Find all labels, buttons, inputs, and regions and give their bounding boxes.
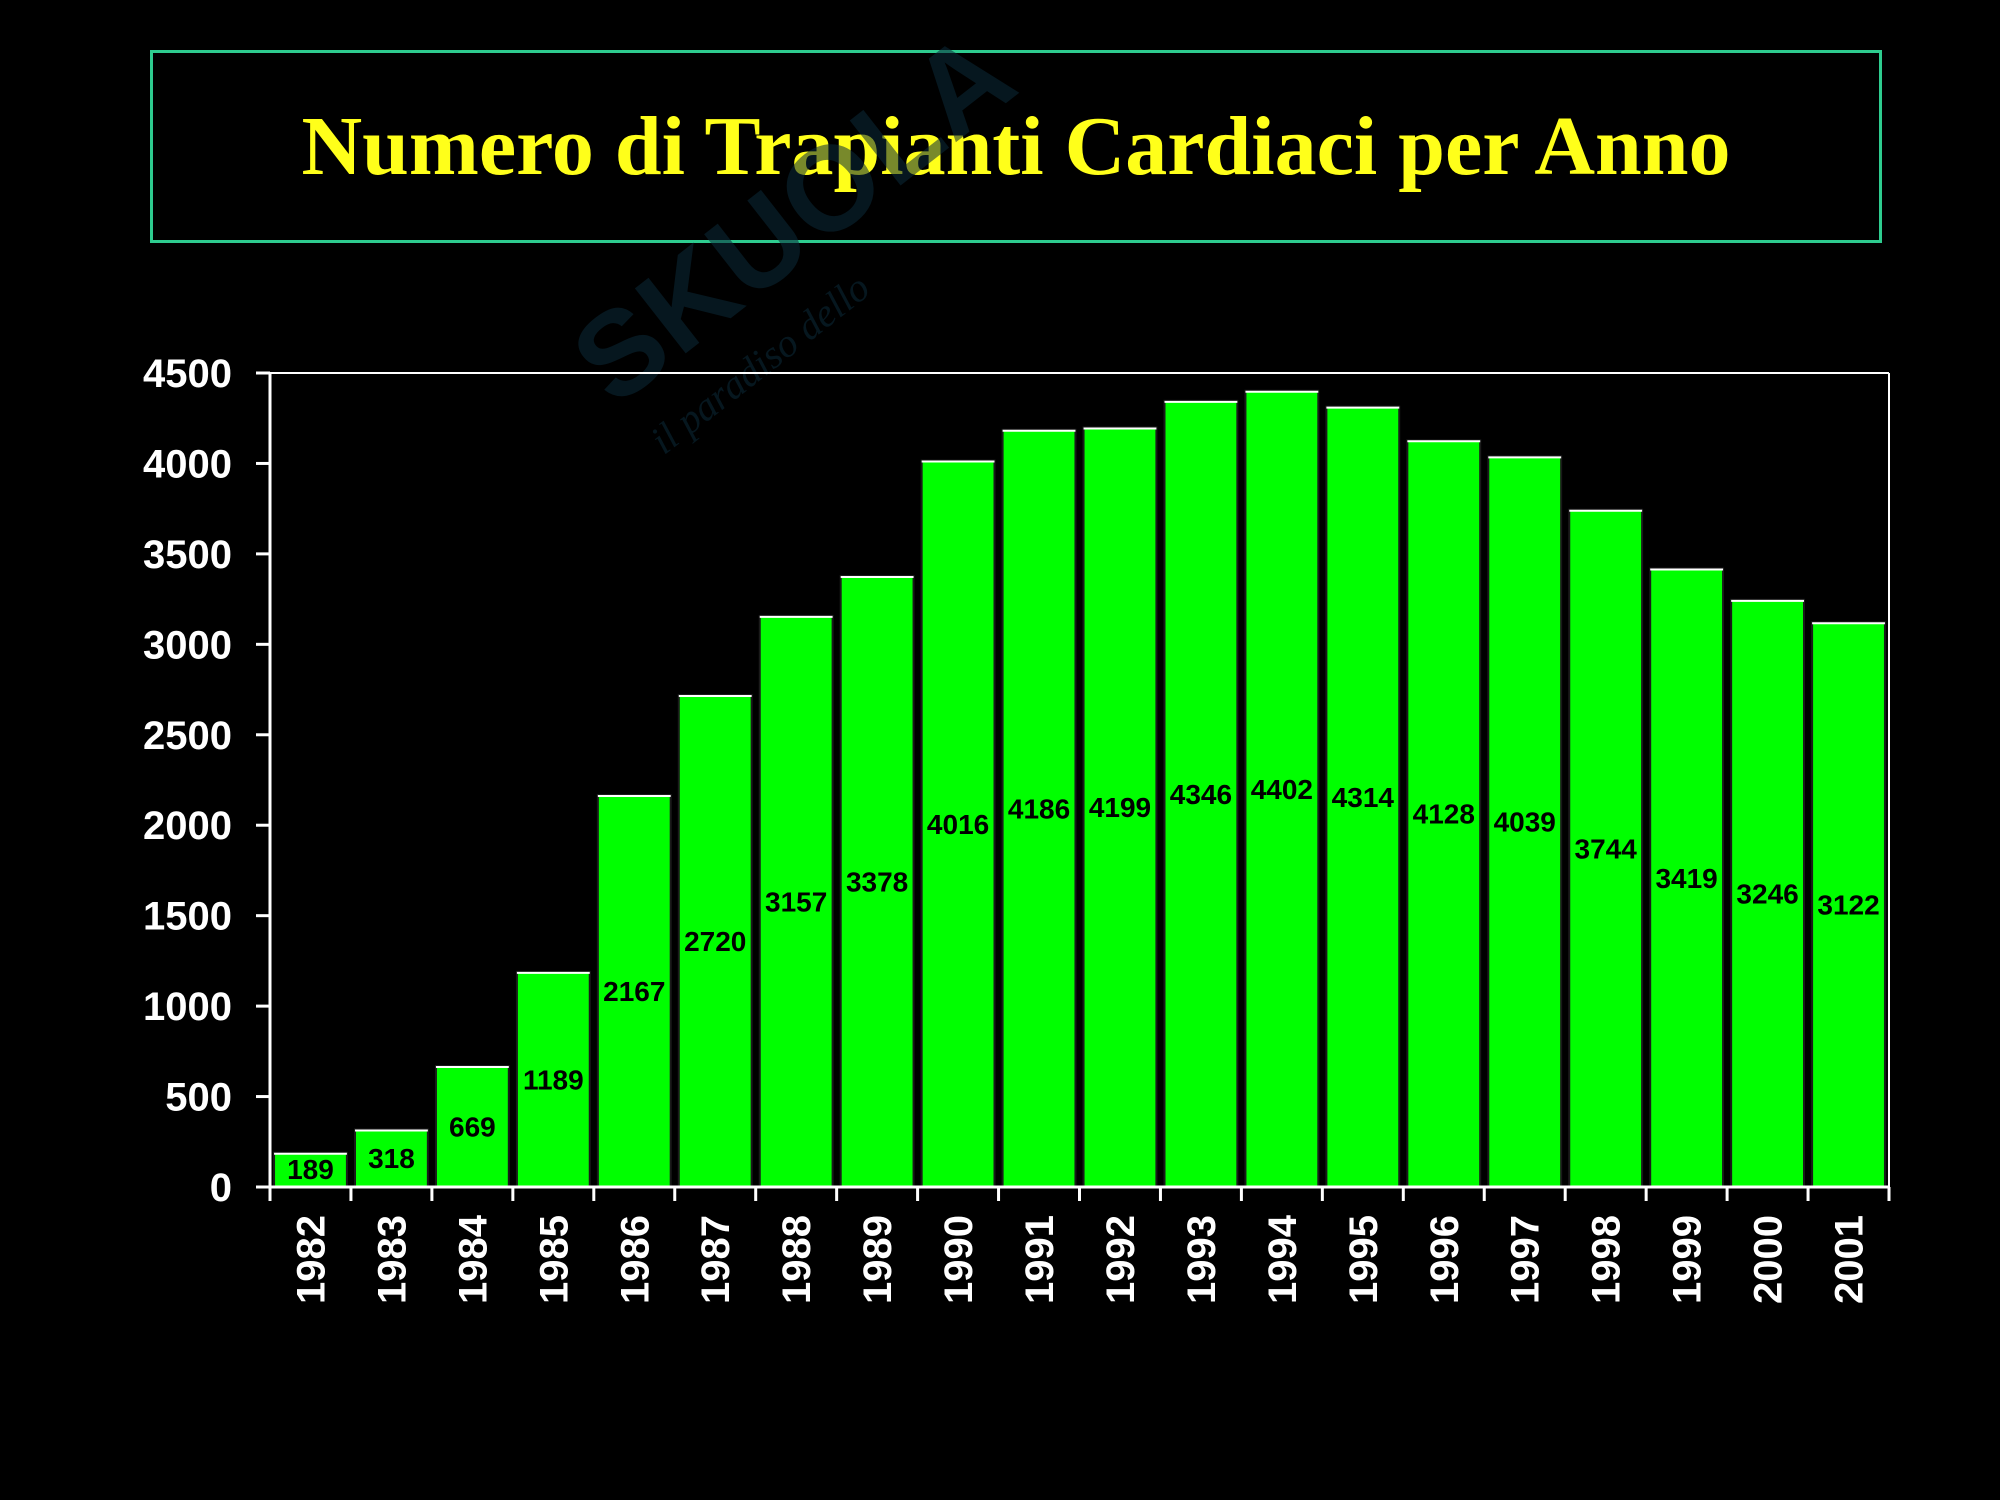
- x-tick-label-1998: 1998: [1585, 1215, 1629, 1304]
- x-tick-label-1995: 1995: [1342, 1215, 1386, 1304]
- x-tick-label-1997: 1997: [1504, 1215, 1548, 1304]
- bar-1999: [1649, 567, 1725, 1188]
- bar-1984: [434, 1064, 510, 1189]
- data-label-1996: 4128: [1413, 799, 1475, 830]
- x-tick-label-1987: 1987: [694, 1215, 738, 1304]
- bar-1993: [1163, 399, 1239, 1189]
- chart-title: Numero di Trapianti Cardiaci per Anno: [301, 100, 1731, 193]
- x-tick-label-1988: 1988: [775, 1215, 819, 1304]
- bar-1987: [677, 693, 753, 1189]
- bar-1992: [1082, 426, 1158, 1188]
- data-label-1983: 318: [368, 1143, 415, 1174]
- bar-1983: [353, 1128, 429, 1188]
- x-tick-label-2001: 2001: [1828, 1215, 1872, 1304]
- data-label-1986: 2167: [603, 976, 665, 1007]
- bar-1996: [1406, 439, 1482, 1189]
- data-label-1992: 4199: [1089, 792, 1151, 823]
- bar-1988: [758, 614, 834, 1188]
- x-tick-label-1984: 1984: [451, 1214, 495, 1304]
- bar-2000: [1730, 598, 1806, 1188]
- y-tick-label-4000: 4000: [143, 442, 232, 486]
- data-label-1984: 669: [449, 1111, 496, 1142]
- y-tick-label-1500: 1500: [143, 895, 232, 939]
- x-tick-label-1994: 1994: [1261, 1214, 1305, 1304]
- y-tick-label-3500: 3500: [143, 533, 232, 577]
- data-label-1990: 4016: [927, 809, 989, 840]
- x-tick-label-1996: 1996: [1423, 1215, 1467, 1304]
- data-label-1989: 3378: [846, 866, 908, 897]
- bar-1997: [1487, 455, 1563, 1188]
- data-label-1988: 3157: [765, 886, 827, 917]
- x-tick-label-1993: 1993: [1180, 1215, 1224, 1304]
- x-tick-label-1983: 1983: [370, 1215, 414, 1304]
- x-tick-label-2000: 2000: [1747, 1215, 1791, 1304]
- data-label-1982: 189: [287, 1154, 334, 1185]
- bar-1991: [1001, 428, 1077, 1188]
- data-label-2001: 3122: [1817, 890, 1879, 921]
- data-label-1998: 3744: [1575, 833, 1638, 864]
- y-tick-label-4500: 4500: [143, 352, 232, 396]
- x-tick-label-1986: 1986: [613, 1215, 657, 1304]
- y-tick-label-500: 500: [165, 1076, 232, 1120]
- y-tick-label-2500: 2500: [143, 714, 232, 758]
- x-tick-label-1990: 1990: [937, 1215, 981, 1304]
- y-tick-label-0: 0: [210, 1166, 232, 1210]
- x-tick-label-1989: 1989: [856, 1215, 900, 1304]
- data-label-1985: 1189: [523, 1064, 584, 1095]
- y-tick-label-2000: 2000: [143, 804, 232, 848]
- data-label-1987: 2720: [684, 926, 746, 957]
- bar-1990: [920, 459, 996, 1188]
- x-tick-label-1991: 1991: [1018, 1215, 1062, 1304]
- y-tick-label-3000: 3000: [143, 623, 232, 667]
- bar-1998: [1568, 508, 1644, 1188]
- data-label-1995: 4314: [1332, 782, 1395, 813]
- bar-1986: [596, 794, 672, 1189]
- data-label-1994: 4402: [1251, 774, 1313, 805]
- x-tick-label-1992: 1992: [1099, 1215, 1143, 1304]
- data-label-1991: 4186: [1008, 793, 1070, 824]
- data-label-1997: 4039: [1494, 807, 1556, 838]
- data-label-1993: 4346: [1170, 779, 1232, 810]
- bar-1995: [1325, 405, 1401, 1188]
- x-tick-label-1985: 1985: [532, 1215, 576, 1304]
- x-tick-label-1999: 1999: [1666, 1215, 1710, 1304]
- data-label-1999: 3419: [1655, 863, 1717, 894]
- data-label-2000: 3246: [1736, 878, 1798, 909]
- bar-1989: [839, 574, 915, 1188]
- y-tick-label-1000: 1000: [143, 985, 232, 1029]
- x-tick-label-1982: 1982: [289, 1215, 333, 1304]
- title-box: Numero di Trapianti Cardiaci per Anno: [150, 50, 1882, 243]
